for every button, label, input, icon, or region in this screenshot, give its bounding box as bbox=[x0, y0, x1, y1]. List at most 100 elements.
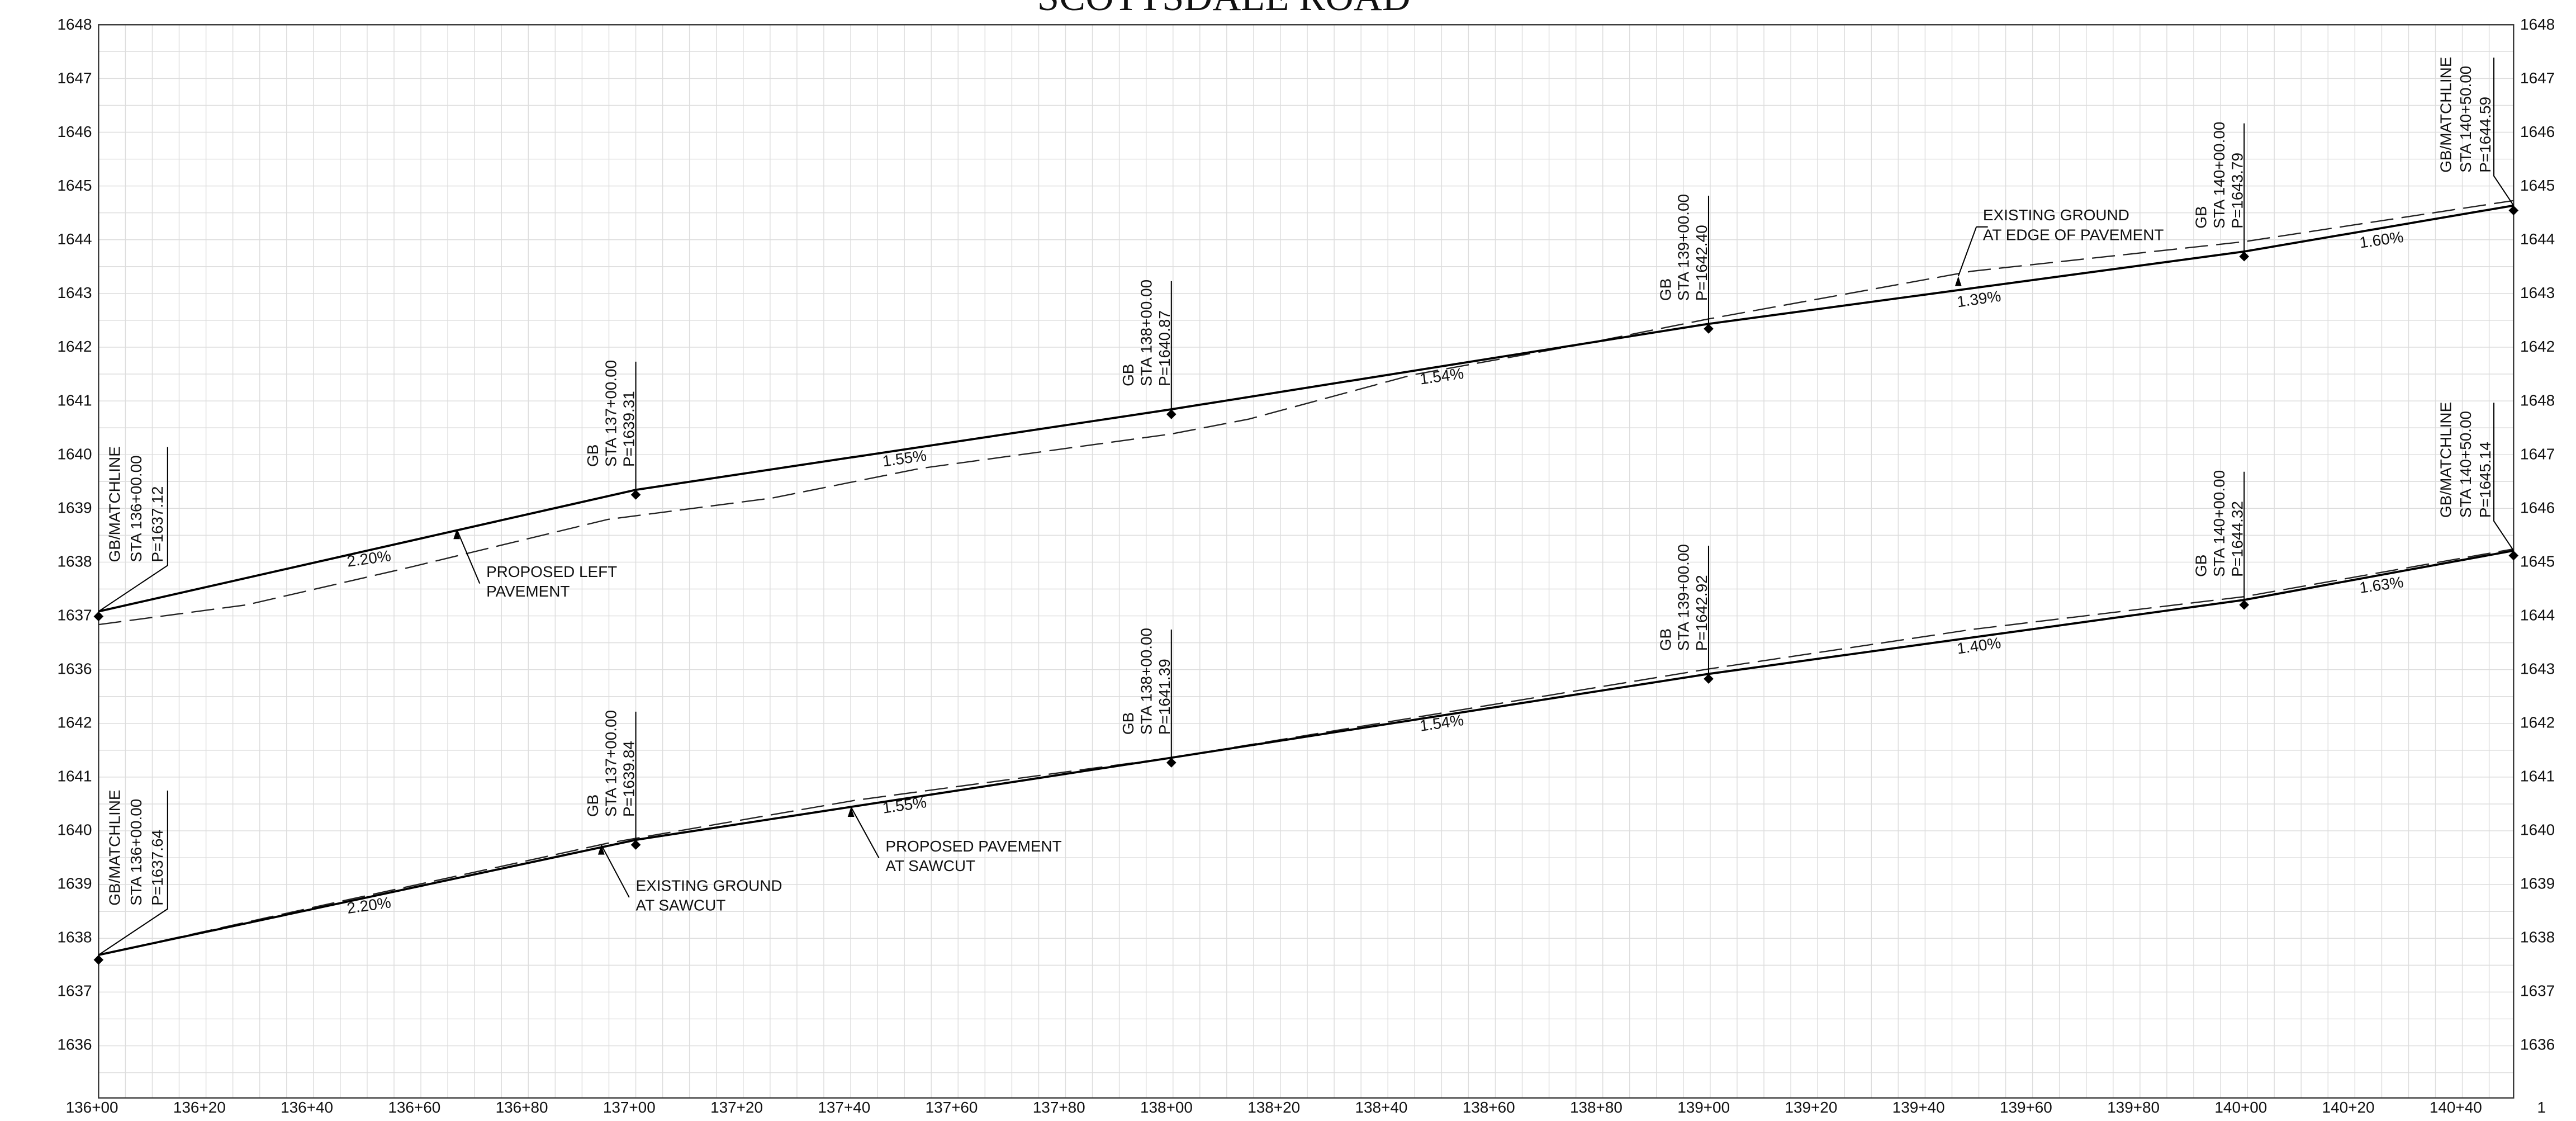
station-label: 140+40 bbox=[2430, 1099, 2482, 1116]
left-axis-label: 1643 bbox=[58, 284, 92, 301]
station-annotation: STA 136+00.00 bbox=[127, 455, 145, 562]
station-annotation: P=1642.40 bbox=[1693, 225, 1710, 301]
callout-arrow bbox=[847, 807, 855, 817]
right-axis-label: 1644 bbox=[2520, 606, 2555, 623]
title: SCOTTSDALE ROAD bbox=[1037, 0, 1411, 19]
station-leader bbox=[98, 447, 168, 612]
station-label: 139+60 bbox=[2000, 1099, 2052, 1116]
left-axis-label: 1639 bbox=[58, 875, 92, 892]
grade-break-marker bbox=[1704, 674, 1714, 684]
callout-text: PROPOSED LEFT bbox=[486, 563, 617, 580]
station-label: 140+20 bbox=[2322, 1099, 2375, 1116]
right-axis-label: 1644 bbox=[2520, 230, 2555, 248]
left-axis-label: 1640 bbox=[58, 445, 92, 462]
left-axis-label: 1642 bbox=[58, 713, 92, 731]
right-axis-label: 1646 bbox=[2520, 123, 2555, 140]
station-label: 137+40 bbox=[818, 1099, 870, 1116]
station-annotation: P=1637.12 bbox=[149, 486, 166, 562]
station-label: 136+40 bbox=[281, 1099, 333, 1116]
left-axis-label: 1637 bbox=[58, 982, 92, 1000]
station-label: 138+40 bbox=[1355, 1099, 1408, 1116]
station-annotation: P=1644.59 bbox=[2477, 97, 2494, 173]
station-annotation: P=1640.87 bbox=[1156, 310, 1173, 386]
right-axis-label: 1648 bbox=[2520, 391, 2555, 409]
station-annotation: GB bbox=[1119, 364, 1137, 386]
grade-break-marker bbox=[1166, 409, 1176, 419]
left-axis-label: 1638 bbox=[58, 929, 92, 946]
left-axis-label: 1647 bbox=[58, 69, 92, 87]
station-label: 136+00 bbox=[66, 1099, 118, 1116]
station-annotation: GB bbox=[584, 794, 601, 817]
station-annotation: STA 137+00.00 bbox=[602, 710, 619, 817]
right-axis-label: 1642 bbox=[2520, 338, 2555, 355]
station-label: 137+80 bbox=[1033, 1099, 1085, 1116]
station-label: 136+60 bbox=[388, 1099, 440, 1116]
right-axis-label: 1637 bbox=[2520, 982, 2555, 1000]
station-annotation: STA 138+00.00 bbox=[1138, 628, 1155, 735]
left-axis-label: 1641 bbox=[58, 391, 92, 409]
right-axis-label: 1636 bbox=[2520, 1036, 2555, 1053]
left-axis-label: 1642 bbox=[58, 338, 92, 355]
station-label: 139+20 bbox=[1785, 1099, 1837, 1116]
right-axis-label: 1645 bbox=[2520, 177, 2555, 194]
station-label: 139+00 bbox=[1677, 1099, 1730, 1116]
station-label: 138+60 bbox=[1463, 1099, 1515, 1116]
station-annotation: STA 140+00.00 bbox=[2210, 470, 2228, 577]
right-axis-label: 1642 bbox=[2520, 713, 2555, 731]
station-label: 139+40 bbox=[1892, 1099, 1945, 1116]
right-axis-label: 1640 bbox=[2520, 821, 2555, 839]
station-annotation: P=1639.31 bbox=[620, 391, 638, 467]
station-annotation: P=1645.14 bbox=[2477, 442, 2494, 518]
callout-leader bbox=[1957, 226, 1988, 277]
left-axis-label: 1637 bbox=[58, 606, 92, 623]
existing-ground-line bbox=[98, 200, 2514, 626]
left-axis-label: 1645 bbox=[58, 177, 92, 194]
grade-break-marker bbox=[93, 954, 104, 965]
station-annotation: GB/MATCHLINE bbox=[2437, 402, 2455, 518]
right-axis-label: 1646 bbox=[2520, 499, 2555, 516]
callout-text: EXISTING GROUND bbox=[1983, 206, 2129, 224]
station-label: 137+20 bbox=[710, 1099, 763, 1116]
left-axis-label: 1636 bbox=[58, 1036, 92, 1053]
callout-leader bbox=[456, 529, 481, 584]
callout-arrow bbox=[1954, 276, 1962, 286]
callout-arrow bbox=[597, 845, 605, 855]
right-axis-label: 1647 bbox=[2520, 445, 2555, 462]
proposed-profile-line bbox=[98, 549, 2514, 956]
station-annotation: STA 140+00.00 bbox=[2210, 122, 2228, 229]
right-axis-label: 1639 bbox=[2520, 875, 2555, 892]
station-annotation: P=1643.79 bbox=[2228, 153, 2246, 229]
left-axis-label: 1640 bbox=[58, 821, 92, 839]
station-annotation: GB bbox=[1119, 712, 1137, 735]
existing-ground-line bbox=[98, 548, 2514, 956]
grade-break-marker bbox=[2508, 550, 2519, 561]
proposed-profile-line bbox=[98, 204, 2514, 613]
station-annotation: GB bbox=[2193, 555, 2210, 577]
station-annotation: STA 136+00.00 bbox=[127, 799, 145, 906]
station-annotation: P=1637.64 bbox=[149, 830, 166, 906]
right-axis-label: 1647 bbox=[2520, 69, 2555, 87]
frame bbox=[98, 24, 2515, 1099]
station-annotation: GB/MATCHLINE bbox=[106, 790, 124, 906]
right-axis-label: 1641 bbox=[2520, 767, 2555, 784]
station-leader bbox=[98, 791, 168, 956]
right-axis-label: 1638 bbox=[2520, 929, 2555, 946]
station-annotation: P=1642.92 bbox=[1693, 575, 1710, 651]
callout-arrow bbox=[453, 529, 461, 540]
right-axis-label: 1643 bbox=[2520, 284, 2555, 301]
station-label: 136+20 bbox=[173, 1099, 226, 1116]
left-axis-label: 1639 bbox=[58, 499, 92, 516]
station-annotation: GB bbox=[2193, 206, 2210, 228]
station-label: 138+20 bbox=[1247, 1099, 1300, 1116]
station-annotation: STA 137+00.00 bbox=[602, 360, 619, 467]
callout-leader bbox=[850, 806, 880, 859]
grade-break-marker bbox=[2239, 251, 2250, 262]
station-leader bbox=[2493, 58, 2515, 206]
station-label: 137+60 bbox=[926, 1099, 978, 1116]
callout-text: AT SAWCUT bbox=[636, 897, 726, 914]
station-label: 136+80 bbox=[496, 1099, 548, 1116]
grade-break-marker bbox=[93, 611, 104, 622]
